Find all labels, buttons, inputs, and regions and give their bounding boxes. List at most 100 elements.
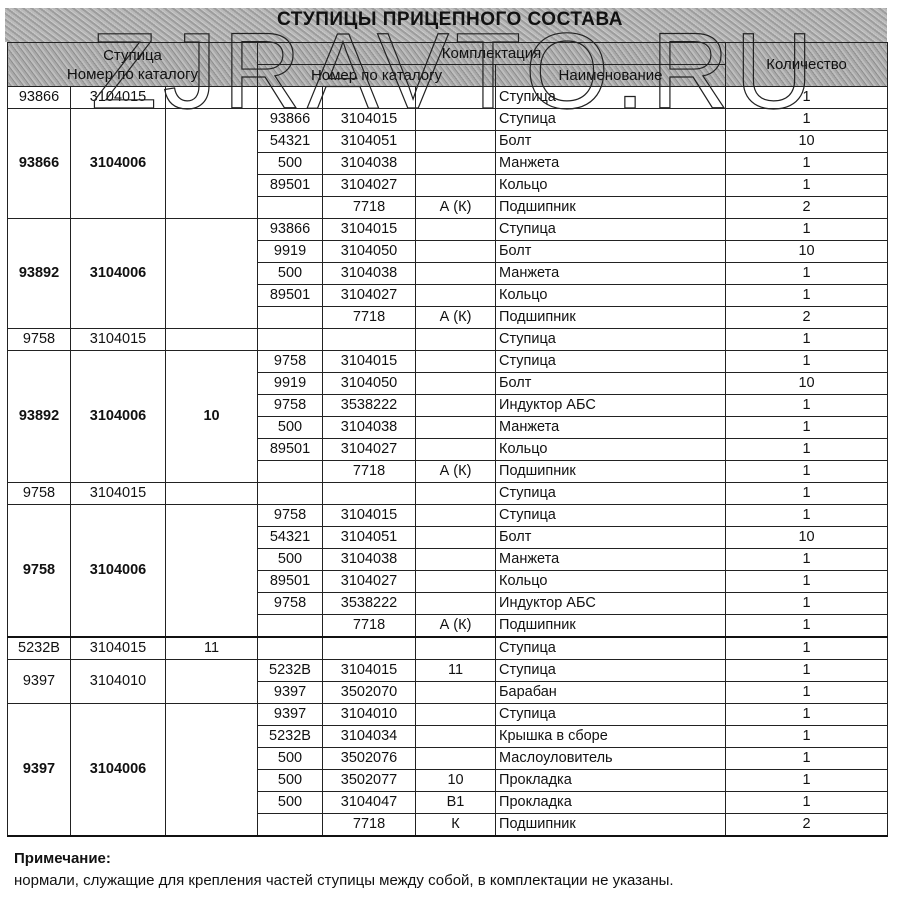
hub-variant-cell: 10 <box>164 350 259 483</box>
quantity-cell: 1 <box>725 152 889 175</box>
hub-code-cell: 9758 <box>7 482 71 505</box>
kit-code-cell: 500 <box>257 262 324 285</box>
kit-catalog-cell: 3104034 <box>322 725 417 748</box>
table-row: 500 3104047 В1 Прокладка 1 <box>8 791 889 814</box>
hub-table: Ступица Номер по каталогу Комплектация К… <box>6 42 889 837</box>
kit-catalog-cell: 7718 <box>322 306 417 329</box>
quantity-cell: 1 <box>725 394 889 417</box>
quantity-cell: 1 <box>725 416 889 439</box>
kit-code-cell <box>257 636 324 660</box>
quantity-cell: 1 <box>725 548 889 571</box>
note-text: нормали, служащие для крепления частей с… <box>14 872 674 889</box>
kit-catalog-cell <box>322 328 417 351</box>
table-row: 500 3502077 10 Прокладка 1 <box>8 769 889 792</box>
table-row: 9758 3538222 Индуктор АБС 1 <box>8 592 889 615</box>
hub-variant-cell <box>164 659 259 704</box>
quantity-cell: 1 <box>725 592 889 615</box>
kit-variant-cell <box>415 108 497 131</box>
kit-code-cell <box>257 196 324 219</box>
kit-catalog-cell: 3104038 <box>322 548 417 571</box>
kit-catalog-cell <box>322 482 417 505</box>
quantity-cell: 1 <box>725 262 889 285</box>
part-name-cell: Подшипник <box>495 460 727 483</box>
hub-code-cell: 9758 <box>7 504 71 638</box>
kit-catalog-cell: 3104015 <box>322 350 417 373</box>
kit-code-cell <box>257 306 324 329</box>
hub-code-cell: 5232B <box>7 636 71 660</box>
hub-code-cell: 9758 <box>7 328 71 351</box>
quantity-cell: 2 <box>725 306 889 329</box>
table-row: 93866 3104006 93866 3104015 Ступица 1 <box>7 108 889 219</box>
hub-catalog-cell: 3104015 <box>70 482 166 505</box>
kit-code-cell <box>257 460 324 483</box>
part-name-cell: Прокладка <box>495 791 727 814</box>
title-band <box>5 8 887 42</box>
header-kit-catalog: Номер по каталогу <box>257 64 497 87</box>
part-name-cell: Индуктор АБС <box>495 394 727 417</box>
note-heading: Примечание: <box>14 850 111 867</box>
kit-variant-cell <box>415 592 497 615</box>
kit-code-cell: 89501 <box>257 438 324 461</box>
kit-variant-cell <box>415 130 497 153</box>
table-row: 93866 3104015 Ступица 1 <box>7 86 889 109</box>
kit-catalog-cell: 3104015 <box>322 504 417 527</box>
kit-variant-cell <box>415 725 497 748</box>
part-name-cell: Манжета <box>495 262 727 285</box>
table-row: 93892 3104006 10 9758 3104015 Ступица 1 <box>7 350 889 483</box>
part-name-cell: Крышка в сборе <box>495 725 727 748</box>
kit-variant-cell <box>415 350 497 373</box>
hub-catalog-cell: 3104015 <box>70 636 166 660</box>
kit-code-cell: 9919 <box>257 240 324 263</box>
hub-catalog-cell: 3104006 <box>70 218 166 329</box>
part-name-cell: Болт <box>495 240 727 263</box>
table-row: 93892 3104006 93866 3104015 Ступица 1 <box>7 218 889 329</box>
quantity-cell: 10 <box>725 240 889 263</box>
table-row: 500 3502076 Маслоуловитель 1 <box>8 747 889 770</box>
kit-catalog-cell: 3104027 <box>322 438 417 461</box>
kit-variant-cell <box>415 526 497 549</box>
part-name-cell: Ступица <box>495 703 727 726</box>
kit-catalog-cell: 3104047 <box>322 791 417 814</box>
table-row: 7718 А (К) Подшипник 1 <box>8 614 889 638</box>
table-row: 7718 А (К) Подшипник 1 <box>8 460 889 483</box>
kit-code-cell: 500 <box>257 416 324 439</box>
kit-catalog-cell: 3104015 <box>322 218 417 241</box>
part-name-cell: Барабан <box>495 681 727 704</box>
kit-code-cell: 93866 <box>257 218 324 241</box>
part-name-cell: Ступица <box>495 482 727 505</box>
quantity-cell: 1 <box>725 350 889 373</box>
hub-variant-cell <box>164 218 259 329</box>
kit-code-cell: 9758 <box>257 350 324 373</box>
part-name-cell: Ступица <box>495 86 727 109</box>
table-row: 89501 3104027 Кольцо 1 <box>8 438 889 461</box>
hub-catalog-cell: 3104006 <box>70 108 166 219</box>
table-body: 93866 3104015 Ступица 1 93866 3104006 93866 310… <box>7 86 889 837</box>
kit-catalog-cell: 3502077 <box>322 769 417 792</box>
kit-variant-cell <box>415 86 497 109</box>
kit-code-cell <box>257 482 324 505</box>
part-name-cell: Болт <box>495 526 727 549</box>
quantity-cell: 1 <box>725 747 889 770</box>
kit-variant-cell: 11 <box>415 659 497 682</box>
hub-catalog-cell: 3104006 <box>70 504 166 638</box>
kit-variant-cell: 10 <box>415 769 497 792</box>
part-name-cell: Манжета <box>495 152 727 175</box>
part-name-cell: Подшипник <box>495 306 727 329</box>
kit-code-cell: 500 <box>257 152 324 175</box>
part-name-cell: Манжета <box>495 416 727 439</box>
kit-code-cell: 500 <box>257 769 324 792</box>
header-name: Наименование <box>495 64 727 87</box>
kit-code-cell: 500 <box>257 747 324 770</box>
hub-variant-cell <box>164 504 259 638</box>
kit-catalog-cell: 3104027 <box>322 284 417 307</box>
kit-catalog-cell: 3104010 <box>322 703 417 726</box>
quantity-cell: 2 <box>725 196 889 219</box>
part-name-cell: Индуктор АБС <box>495 592 727 615</box>
kit-code-cell: 9919 <box>257 372 324 395</box>
kit-catalog-cell: 3104038 <box>322 262 417 285</box>
quantity-cell: 1 <box>725 438 889 461</box>
hub-code-cell: 93866 <box>7 86 71 109</box>
kit-catalog-cell: 3104051 <box>322 130 417 153</box>
hub-variant-cell <box>164 703 259 837</box>
kit-code-cell: 93866 <box>257 108 324 131</box>
